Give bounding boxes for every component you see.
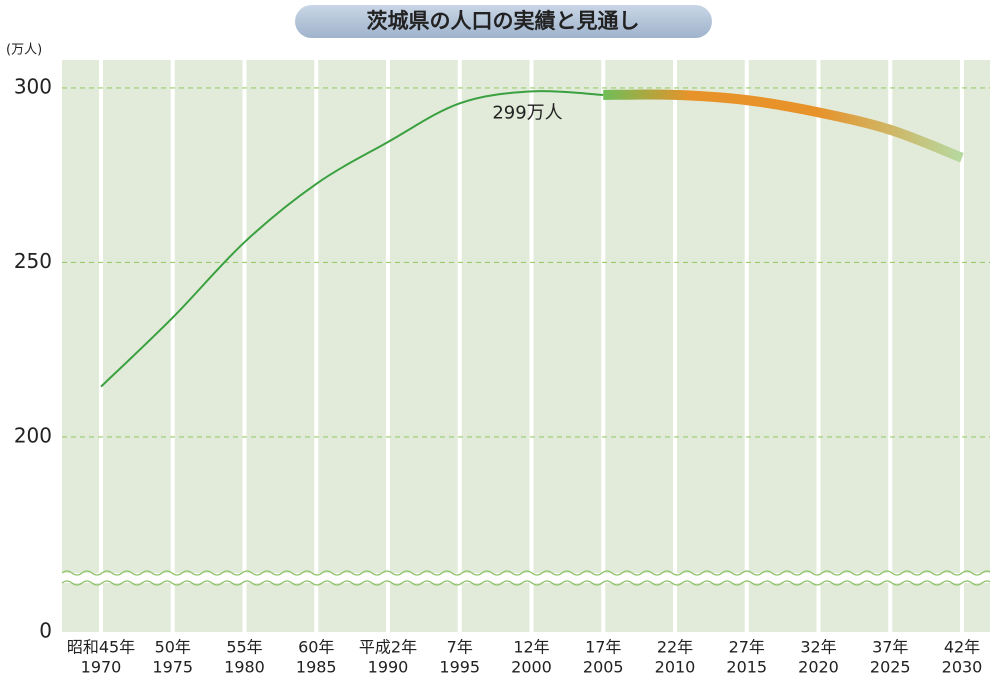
x-tick-label: 1970	[81, 658, 122, 677]
break-gap	[62, 573, 990, 583]
projection-band	[603, 89, 964, 163]
y-tick-label: 300	[14, 74, 52, 98]
x-tick-label: 1985	[296, 658, 337, 677]
axis-break	[61, 570, 990, 586]
break-wave	[61, 570, 990, 576]
actual-line	[100, 90, 604, 388]
x-tick-label: 2000	[511, 658, 552, 677]
x-tick-label: 55年	[226, 638, 262, 657]
x-tick-label: 2030	[942, 658, 983, 677]
x-tick-label: 50年	[155, 638, 191, 657]
x-tick-label: 1975	[152, 658, 193, 677]
y-tick-label: 250	[14, 249, 52, 273]
x-tick-label: 1990	[368, 658, 409, 677]
data-label: 299万人	[492, 102, 562, 123]
x-tick-label: 2005	[583, 658, 624, 677]
x-tick-label: 2010	[655, 658, 696, 677]
x-tick-label: 平成2年	[359, 638, 417, 657]
y-tick-label: 200	[14, 423, 52, 447]
break-wave	[61, 580, 990, 586]
x-tick-label: 1980	[224, 658, 265, 677]
x-tick-label: 17年	[585, 638, 621, 657]
x-tick-label: 2020	[798, 658, 839, 677]
y-unit: (万人)	[6, 43, 42, 58]
chart-title: 茨城県の人口の実績と見通し	[367, 9, 640, 33]
x-tick-label: 42年	[944, 638, 980, 657]
x-tick-label: 22年	[657, 638, 693, 657]
x-tick-label: 27年	[729, 638, 765, 657]
x-tick-label: 60年	[298, 638, 334, 657]
x-tick-label: 2025	[870, 658, 911, 677]
title-box	[295, 5, 712, 38]
plot-area	[62, 60, 990, 632]
x-tick-label: 昭和45年	[67, 638, 135, 657]
x-tick-label: 12年	[513, 638, 549, 657]
x-tick-label: 32年	[800, 638, 836, 657]
x-tick-label: 37年	[872, 638, 908, 657]
x-tick-label: 2015	[726, 658, 767, 677]
x-tick-label: 7年	[447, 638, 473, 657]
x-tick-label: 1995	[439, 658, 480, 677]
y-tick-label: 0	[39, 619, 52, 643]
